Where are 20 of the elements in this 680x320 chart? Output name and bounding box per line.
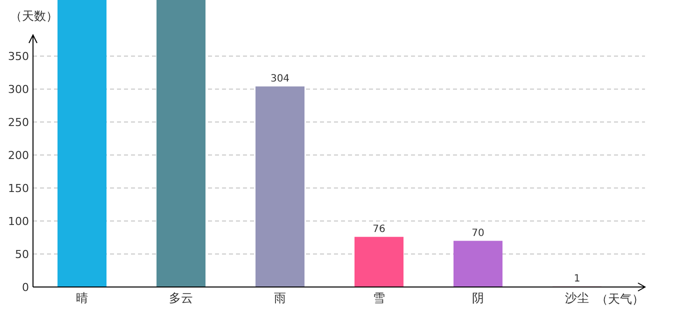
x-axis-title: （天气） [596, 292, 644, 306]
y-tick-label: 50 [15, 248, 29, 262]
x-tick-label: 多云 [169, 291, 193, 305]
y-tick-label: 250 [8, 116, 29, 130]
y-tick-label: 200 [8, 149, 29, 162]
y-tick-label: 100 [8, 215, 29, 228]
x-tick-label: 沙尘 [565, 291, 589, 305]
data-label: 70 [472, 228, 484, 239]
y-tick-label: 150 [8, 182, 29, 196]
x-tick-label: 雨 [274, 291, 286, 305]
y-axis-title: （天数） [10, 9, 58, 23]
y-tick-label: 300 [8, 83, 29, 96]
data-label: 76 [372, 224, 386, 235]
data-label: 304 [270, 73, 290, 84]
data-label: 1 [574, 273, 580, 284]
y-tick-label: 350 [8, 50, 29, 64]
x-tick-label: 雪 [373, 291, 385, 305]
x-tick-label: 阴 [472, 291, 484, 305]
x-tick-label: 晴 [76, 291, 88, 305]
y-tick-label: 0 [22, 281, 29, 294]
